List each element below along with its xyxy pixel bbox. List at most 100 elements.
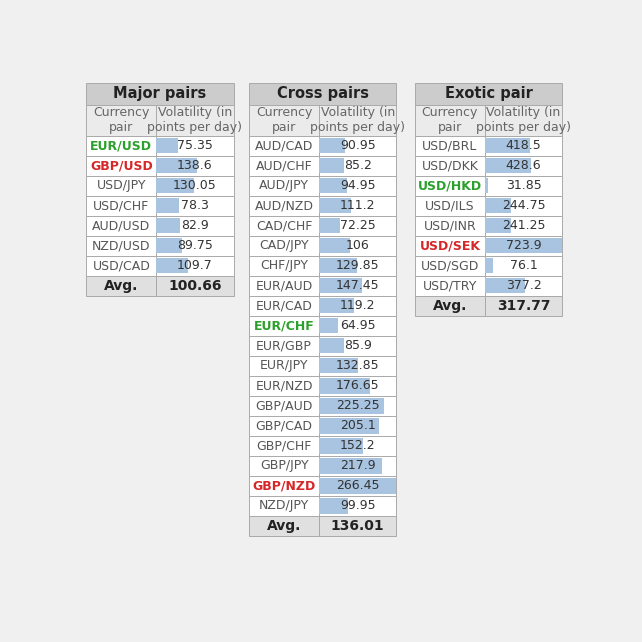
Bar — [249, 275, 319, 296]
Bar — [319, 418, 379, 433]
Text: 428.6: 428.6 — [506, 159, 541, 172]
Text: USD/CHF: USD/CHF — [93, 199, 150, 212]
Bar — [319, 238, 350, 254]
Text: 85.9: 85.9 — [343, 339, 372, 352]
Text: CAD/JPY: CAD/JPY — [259, 239, 309, 252]
Bar — [156, 196, 234, 216]
Text: 723.9: 723.9 — [506, 239, 541, 252]
Bar — [249, 176, 319, 196]
Text: 130.05: 130.05 — [173, 179, 217, 192]
Bar — [249, 496, 319, 516]
Text: 109.7: 109.7 — [177, 259, 213, 272]
Bar — [87, 216, 156, 236]
Bar — [249, 256, 319, 275]
Text: AUD/USD: AUD/USD — [92, 219, 150, 232]
Bar — [415, 256, 485, 275]
Bar — [319, 398, 385, 413]
Bar — [319, 135, 397, 155]
Bar — [485, 198, 511, 213]
Text: 266.45: 266.45 — [336, 480, 379, 492]
Text: EUR/CHF: EUR/CHF — [254, 319, 315, 333]
Bar — [485, 216, 562, 236]
Text: Currency
pair: Currency pair — [422, 106, 478, 134]
Bar — [319, 198, 351, 213]
Bar — [249, 296, 319, 316]
Bar — [156, 238, 182, 254]
Text: Volatility (in
points per day): Volatility (in points per day) — [148, 106, 243, 134]
Text: Major pairs: Major pairs — [114, 87, 207, 101]
Bar — [249, 396, 319, 416]
Text: 78.3: 78.3 — [181, 199, 209, 212]
Text: GBP/AUD: GBP/AUD — [256, 399, 313, 412]
Text: AUD/NZD: AUD/NZD — [255, 199, 313, 212]
Bar — [319, 236, 397, 256]
Text: GBP/USD: GBP/USD — [90, 159, 153, 172]
Bar — [156, 256, 234, 275]
Bar — [249, 436, 319, 456]
Text: 31.85: 31.85 — [506, 179, 541, 192]
Bar — [319, 476, 397, 496]
Text: 119.2: 119.2 — [340, 299, 376, 312]
Bar — [87, 275, 156, 296]
Bar — [156, 155, 234, 176]
Bar — [319, 516, 397, 536]
Bar — [485, 138, 530, 153]
Bar — [319, 358, 358, 374]
Text: 82.9: 82.9 — [181, 219, 209, 232]
Text: USD/CAD: USD/CAD — [92, 259, 150, 272]
Text: 85.2: 85.2 — [343, 159, 372, 172]
Bar — [319, 436, 397, 456]
Bar — [319, 105, 397, 135]
Bar — [249, 83, 397, 105]
Bar — [319, 478, 397, 494]
Bar — [319, 356, 397, 376]
Text: AUD/JPY: AUD/JPY — [259, 179, 309, 192]
Bar — [319, 338, 344, 354]
Bar — [249, 476, 319, 496]
Text: NZD/USD: NZD/USD — [92, 239, 151, 252]
Bar — [319, 496, 397, 516]
Text: USD/SEK: USD/SEK — [419, 239, 480, 252]
Text: Currency
pair: Currency pair — [256, 106, 312, 134]
Bar — [415, 135, 485, 155]
Text: 138.6: 138.6 — [177, 159, 213, 172]
Text: Exotic pair: Exotic pair — [445, 87, 533, 101]
Bar — [415, 275, 485, 296]
Text: EUR/JPY: EUR/JPY — [260, 360, 308, 372]
Text: EUR/NZD: EUR/NZD — [256, 379, 313, 392]
Bar — [156, 258, 188, 273]
Text: 64.95: 64.95 — [340, 319, 376, 333]
Bar — [87, 155, 156, 176]
Bar — [319, 416, 397, 436]
Text: 100.66: 100.66 — [168, 279, 221, 293]
Text: 76.1: 76.1 — [510, 259, 537, 272]
Bar — [319, 318, 338, 333]
Bar — [249, 155, 319, 176]
Bar — [87, 196, 156, 216]
Bar — [249, 416, 319, 436]
Text: AUD/CHF: AUD/CHF — [256, 159, 313, 172]
Text: 317.77: 317.77 — [497, 299, 550, 313]
Bar — [319, 258, 357, 273]
Bar — [415, 196, 485, 216]
Bar — [415, 83, 562, 105]
Bar — [319, 256, 397, 275]
Text: CAD/CHF: CAD/CHF — [256, 219, 312, 232]
Bar — [249, 236, 319, 256]
Bar — [87, 83, 234, 105]
Bar — [319, 438, 363, 453]
Text: GBP/CAD: GBP/CAD — [256, 419, 313, 432]
Bar — [319, 378, 370, 394]
Bar — [485, 236, 562, 256]
Text: 205.1: 205.1 — [340, 419, 376, 432]
Text: 94.95: 94.95 — [340, 179, 376, 192]
Text: 89.75: 89.75 — [177, 239, 213, 252]
Bar — [485, 278, 525, 293]
Bar — [485, 178, 488, 193]
Bar — [319, 158, 343, 173]
Text: 132.85: 132.85 — [336, 360, 379, 372]
Text: 111.2: 111.2 — [340, 199, 376, 212]
Bar — [249, 376, 319, 396]
Bar — [156, 198, 179, 213]
Text: GBP/NZD: GBP/NZD — [252, 480, 316, 492]
